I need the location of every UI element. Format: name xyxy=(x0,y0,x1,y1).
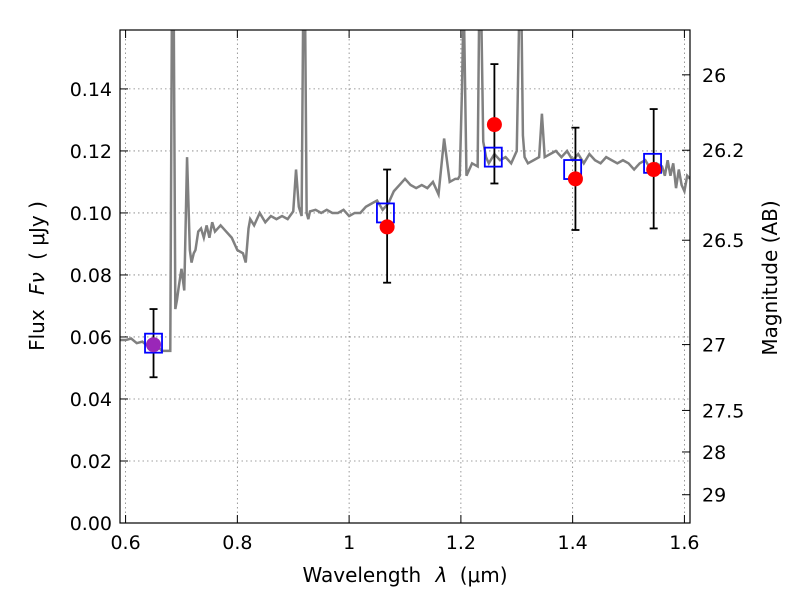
x-tick-label: 0.8 xyxy=(222,532,252,554)
x-tick-label: 1 xyxy=(343,532,355,554)
x-axis-label-text: Wavelength xyxy=(302,563,421,587)
x-axis-label-unit: (μm) xyxy=(460,563,508,587)
y-tick-label: 0.06 xyxy=(70,327,112,349)
y-axis-label-text: Flux xyxy=(25,309,49,351)
axis-ticks xyxy=(120,30,690,524)
observed-photometry-markers xyxy=(146,117,662,353)
error-bars xyxy=(149,63,658,379)
y-tick-label: 0.10 xyxy=(70,203,112,225)
observed-photometry-point xyxy=(379,219,395,235)
y-axis-label-symbol: Fν xyxy=(25,272,49,295)
x-tick-label: 1.2 xyxy=(446,532,476,554)
y-tick-labels: 0.00 0.02 0.04 0.06 0.08 0.10 0.12 0.14 xyxy=(70,79,112,535)
y2-tick-label: 26 xyxy=(702,65,726,87)
plot-frame xyxy=(119,29,691,524)
grid xyxy=(120,30,690,524)
y-tick-label: 0.14 xyxy=(70,79,112,101)
model-photometry-square xyxy=(483,146,503,168)
y2-tick-label: 27 xyxy=(702,335,726,357)
x-tick-label: 0.6 xyxy=(110,532,140,554)
y2-axis-label: Magnitude (AB) xyxy=(758,200,782,355)
y-tick-label: 0.04 xyxy=(70,389,112,411)
y2-tick-label: 26.5 xyxy=(702,230,744,252)
y-axis-label: Flux Fν ( μJy ) xyxy=(25,201,49,351)
y-axis-label-unit: ( μJy ) xyxy=(25,201,49,260)
x-tick-label: 1.6 xyxy=(669,532,699,554)
x-axis-label-symbol: λ xyxy=(435,563,448,587)
observed-photometry-point xyxy=(567,171,583,187)
model-photometry-markers xyxy=(144,146,662,354)
y-tick-label: 0.02 xyxy=(70,451,112,473)
observed-photometry-point xyxy=(146,337,162,353)
y-tick-label: 0.12 xyxy=(70,141,112,163)
model-spectrum-line xyxy=(120,30,690,353)
x-tick-labels: 0.6 0.8 1 1.2 1.4 1.6 xyxy=(110,532,699,554)
y-tick-label: 0.08 xyxy=(70,265,112,287)
observed-photometry-point xyxy=(646,162,662,178)
x-axis-label: Wavelength λ (μm) xyxy=(302,563,507,587)
y2-tick-label: 29 xyxy=(702,485,726,507)
y2-tick-label: 26.2 xyxy=(702,140,744,162)
y-tick-label: 0.00 xyxy=(70,513,112,535)
model-photometry-square xyxy=(144,332,163,354)
y2-tick-labels: 26 26.2 26.5 27 27.5 28 29 xyxy=(702,65,744,507)
y2-tick-label: 28 xyxy=(702,442,726,464)
x-tick-label: 1.4 xyxy=(558,532,588,554)
y2-tick-label: 27.5 xyxy=(702,400,744,422)
observed-photometry-point xyxy=(486,117,502,133)
